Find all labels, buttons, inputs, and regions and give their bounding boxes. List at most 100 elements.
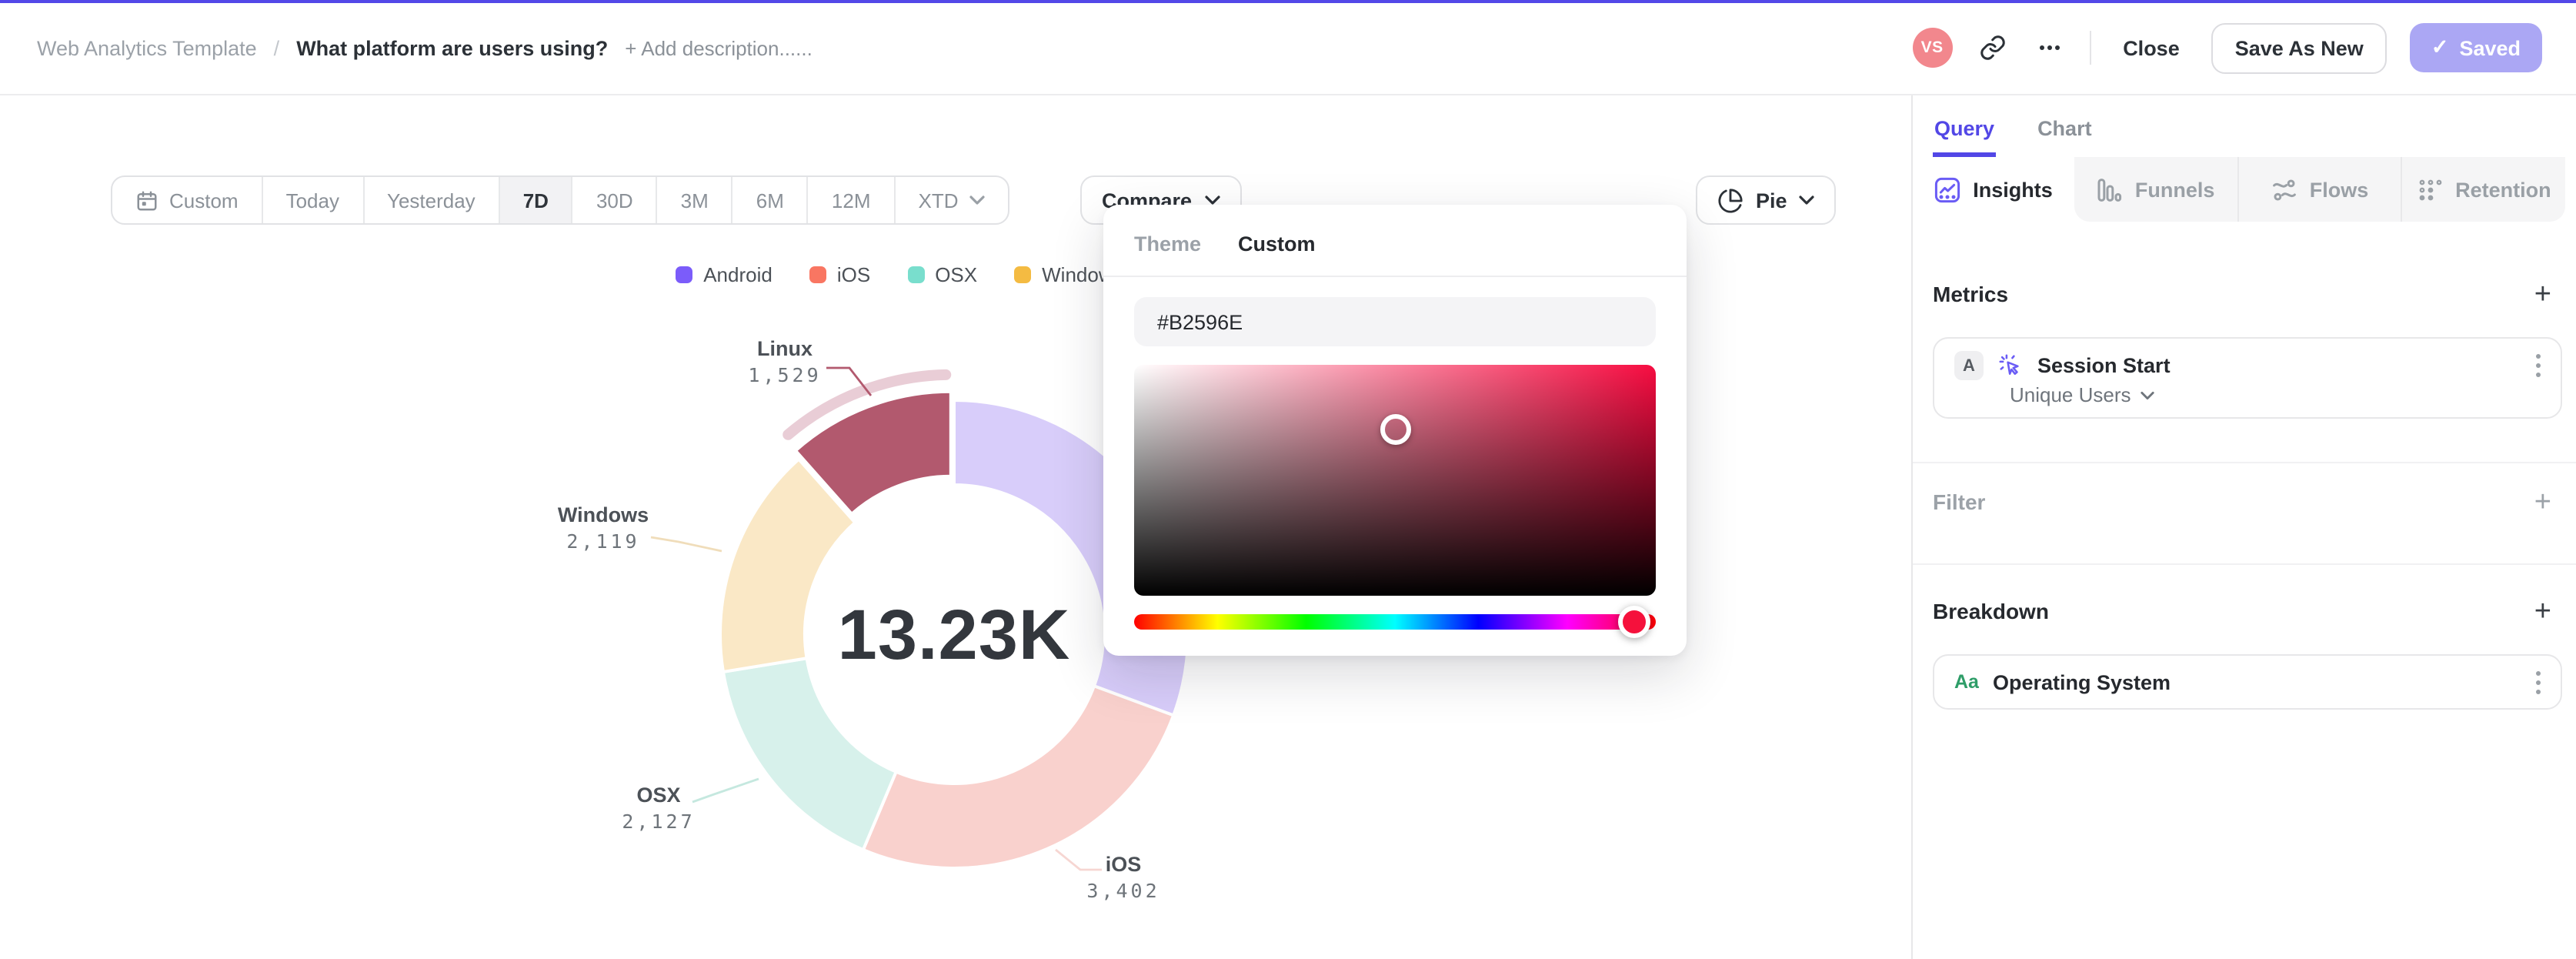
breakdown-card[interactable]: Aa Operating System bbox=[1933, 654, 2562, 710]
property-type-icon: Aa bbox=[1954, 671, 1979, 693]
retention-icon bbox=[2418, 179, 2441, 200]
legend-swatch bbox=[1014, 266, 1032, 283]
slice-label-osx: OSX 2,127 bbox=[622, 784, 695, 833]
date-range-30d[interactable]: 30D bbox=[573, 177, 658, 223]
calendar-icon bbox=[137, 190, 157, 210]
metric-event-name: Session Start bbox=[2037, 354, 2171, 377]
legend-label: iOS bbox=[836, 263, 871, 286]
hue-slider[interactable] bbox=[1134, 606, 1656, 638]
sidebar-tab-query[interactable]: Query bbox=[1933, 103, 1997, 157]
saturation-value-gradient[interactable] bbox=[1134, 365, 1656, 596]
date-range-xtd[interactable]: XTD bbox=[896, 177, 1008, 223]
hex-color-input[interactable]: #B2596E bbox=[1134, 297, 1656, 346]
avatar[interactable]: VS bbox=[1912, 28, 1953, 68]
date-range-12m[interactable]: 12M bbox=[809, 177, 896, 223]
callout-leader-line bbox=[692, 777, 759, 804]
date-range-custom[interactable]: Custom bbox=[112, 177, 263, 223]
saved-button-label: Saved bbox=[2459, 36, 2521, 59]
donut-svg[interactable] bbox=[523, 292, 1385, 908]
chart-type-button[interactable]: Pie bbox=[1696, 175, 1837, 225]
donut-slice-ios[interactable] bbox=[861, 684, 1176, 870]
breakdown-heading: Breakdown bbox=[1933, 599, 2049, 623]
mode-tab-label: Retention bbox=[2455, 178, 2551, 201]
date-range-yesterday[interactable]: Yesterday bbox=[364, 177, 500, 223]
donut-slice-osx[interactable] bbox=[721, 657, 898, 852]
page-title[interactable]: What platform are users using? bbox=[296, 36, 609, 59]
donut-slice-linux[interactable] bbox=[793, 389, 953, 516]
sidebar-tab-chart[interactable]: Chart bbox=[2037, 117, 2092, 140]
tab-theme[interactable]: Theme bbox=[1134, 232, 1202, 256]
legend-label: Android bbox=[703, 263, 772, 286]
legend-swatch bbox=[809, 266, 826, 283]
event-click-icon bbox=[1999, 354, 2019, 375]
donut-chart: 13.23K iOS 3,402 OSX 2,127 Windows 2,119 Linux… bbox=[0, 95, 1911, 959]
accent-topline bbox=[0, 0, 2576, 3]
series-badge: A bbox=[1954, 351, 1984, 380]
saved-button[interactable]: ✓ Saved bbox=[2409, 23, 2542, 72]
hue-slider-handle[interactable] bbox=[1618, 606, 1651, 638]
legend-item-ios[interactable]: iOS bbox=[799, 256, 881, 294]
close-button[interactable]: Close bbox=[2123, 36, 2180, 59]
donut-total-value: 13.23K bbox=[837, 594, 1071, 674]
chevron-down-icon bbox=[1799, 195, 1815, 205]
breadcrumb-template-link[interactable]: Web Analytics Template bbox=[37, 36, 257, 59]
breakdown-property-name: Operating System bbox=[1992, 670, 2171, 693]
date-range-today[interactable]: Today bbox=[263, 177, 364, 223]
metrics-heading: Metrics bbox=[1933, 282, 2009, 306]
chart-type-label: Pie bbox=[1756, 189, 1787, 212]
slice-label-value: 1,529 bbox=[748, 363, 822, 386]
view-tabs: Query Chart bbox=[1933, 103, 2094, 157]
slice-label-name: Linux bbox=[756, 337, 813, 360]
chevron-down-icon bbox=[1204, 195, 1220, 205]
slice-label-name: Windows bbox=[557, 503, 649, 526]
breadcrumb: Web Analytics Template / What platform a… bbox=[37, 0, 813, 95]
mode-tab-label: Funnels bbox=[2134, 178, 2215, 201]
slice-label-value: 3,402 bbox=[1086, 879, 1160, 902]
slice-label-linux: Linux 1,529 bbox=[748, 337, 821, 386]
mode-tab-insights[interactable]: Insights bbox=[1913, 157, 2074, 222]
metric-aggregation-dropdown[interactable]: Unique Users bbox=[2010, 383, 2561, 406]
date-range-selector: Custom Today Yesterday 7D 30D 3M 6M 12M XTD bbox=[111, 175, 1009, 225]
mode-tab-label: Flows bbox=[2309, 178, 2369, 201]
top-header: Web Analytics Template / What platform a… bbox=[0, 0, 2576, 95]
slice-label-name: OSX bbox=[636, 784, 681, 807]
mode-tab-flows[interactable]: Flows bbox=[2238, 157, 2403, 222]
funnels-icon bbox=[2098, 178, 2123, 201]
header-divider bbox=[2089, 31, 2091, 65]
tab-custom[interactable]: Custom bbox=[1238, 232, 1316, 256]
breadcrumb-separator: / bbox=[273, 36, 280, 59]
legend-item-android[interactable]: Android bbox=[665, 256, 783, 294]
slice-label-windows: Windows 2,119 bbox=[558, 503, 649, 553]
legend-label: OSX bbox=[935, 263, 978, 286]
share-link-icon[interactable] bbox=[1975, 31, 2009, 65]
add-description-button[interactable]: + Add description...... bbox=[625, 36, 813, 59]
insights-icon bbox=[1935, 176, 1960, 202]
gradient-marker[interactable] bbox=[1380, 414, 1410, 445]
mode-tab-retention[interactable]: Retention bbox=[2403, 157, 2565, 222]
more-options-icon[interactable] bbox=[2032, 31, 2066, 65]
color-picker-popup: Theme Custom #B2596E bbox=[1103, 205, 1687, 656]
donut-slice-windows[interactable] bbox=[719, 457, 857, 673]
metric-card[interactable]: A Session Start Unique Users bbox=[1933, 337, 2562, 419]
metric-kebab-menu-icon[interactable] bbox=[2536, 354, 2541, 377]
date-range-7d[interactable]: 7D bbox=[499, 177, 573, 223]
mode-tab-funnels[interactable]: Funnels bbox=[2074, 157, 2239, 222]
legend-swatch bbox=[676, 266, 693, 283]
flows-icon bbox=[2272, 179, 2296, 200]
add-breakdown-button[interactable]: + bbox=[2534, 595, 2551, 627]
save-as-new-button[interactable]: Save As New bbox=[2211, 22, 2387, 73]
breakdown-kebab-menu-icon[interactable] bbox=[2536, 670, 2541, 693]
chevron-down-icon bbox=[969, 195, 985, 205]
legend-item-osx[interactable]: OSX bbox=[896, 256, 988, 294]
selected-slice-highlight-arc bbox=[782, 369, 952, 440]
callout-leader-line bbox=[826, 366, 873, 396]
filter-heading: Filter bbox=[1933, 490, 1986, 514]
slice-label-ios: iOS 3,402 bbox=[1086, 853, 1160, 902]
date-range-6m[interactable]: 6M bbox=[733, 177, 809, 223]
slice-label-value: 2,119 bbox=[566, 530, 640, 553]
color-picker-tabs: Theme Custom bbox=[1134, 232, 1656, 256]
add-filter-button[interactable]: + bbox=[2534, 486, 2551, 518]
add-metric-button[interactable]: + bbox=[2534, 278, 2551, 310]
date-range-3m[interactable]: 3M bbox=[658, 177, 733, 223]
